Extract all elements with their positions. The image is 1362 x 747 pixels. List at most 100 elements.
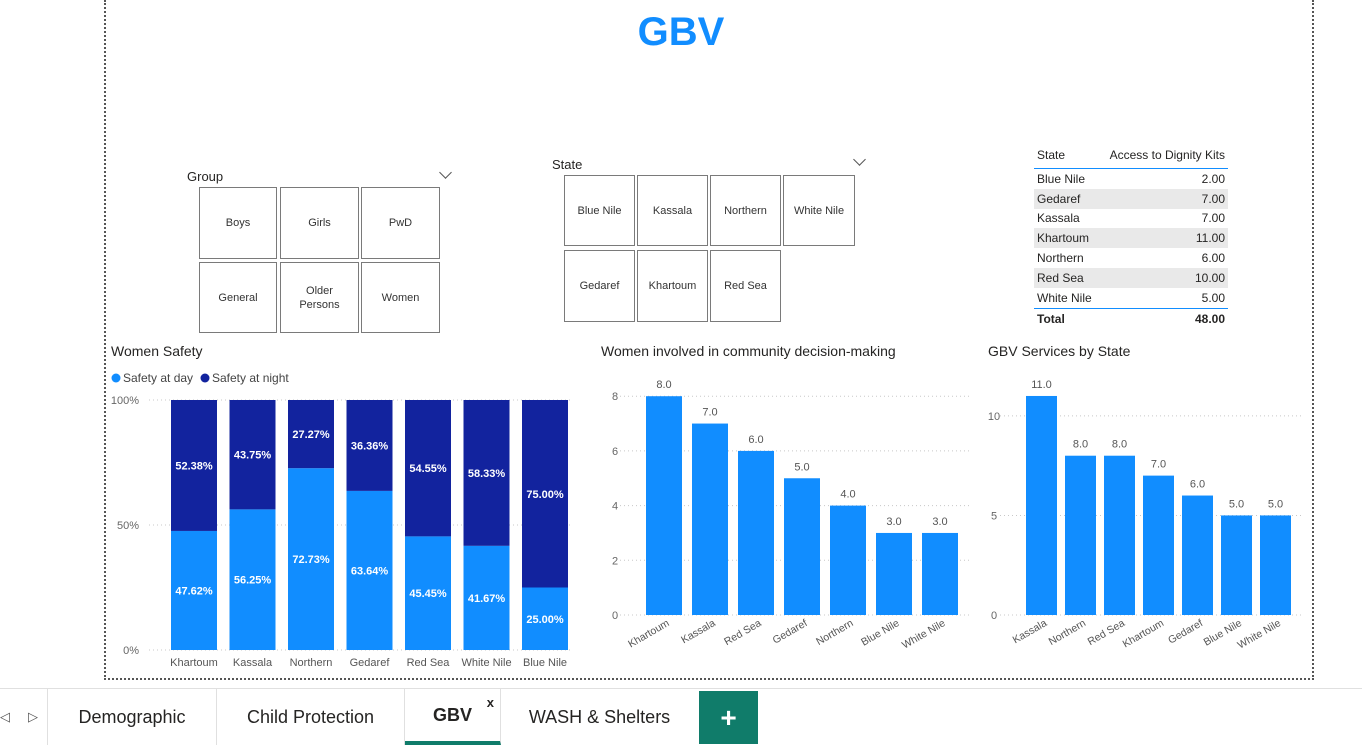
add-page-button[interactable]: +: [699, 691, 758, 744]
tab-label: Child Protection: [246, 706, 375, 727]
data-label-night: 58.33%: [468, 468, 506, 480]
dignity-kits-table: State Access to Dignity Kits Blue Nile 2.…: [1034, 142, 1228, 329]
cell-value: 10.00: [1194, 270, 1225, 285]
table-total-row: Total 48.00: [1034, 307, 1228, 329]
x-tick-label: Gedaref: [350, 657, 391, 669]
data-label-day: 72.73%: [292, 554, 330, 566]
total-value: 48.00: [1194, 311, 1225, 326]
x-tick-label: White Nile: [900, 617, 948, 651]
cell-state: Gedaref: [1037, 191, 1081, 206]
group-option-girls[interactable]: Girls: [280, 187, 359, 259]
x-tick-label: Kassala: [233, 657, 273, 669]
bar: [1182, 495, 1213, 615]
state-slicer-label: State: [552, 157, 583, 172]
x-tick-label: Kassala: [679, 617, 717, 646]
column-header-dignity-kits[interactable]: Access to Dignity Kits: [1109, 148, 1225, 162]
cell-state: White Nile: [1037, 290, 1092, 305]
data-label-night: 36.36%: [351, 440, 389, 452]
y-tick-label: 50%: [117, 520, 139, 532]
data-label: 8.0: [656, 379, 671, 391]
state-option-gedaref[interactable]: Gedaref: [564, 250, 635, 322]
x-tick-label: Blue Nile: [859, 617, 902, 648]
table-row: Northern 6.00: [1034, 248, 1228, 268]
bar-safety-night: [463, 400, 510, 546]
bar-safety-day: [171, 530, 217, 650]
group-option-women[interactable]: Women: [361, 262, 440, 333]
bar: [922, 532, 958, 615]
data-label: 4.0: [840, 489, 855, 501]
group-option-boys[interactable]: Boys: [199, 187, 277, 259]
legend-night-marker: [200, 373, 210, 383]
group-option-general[interactable]: General: [199, 262, 277, 333]
state-option-northern[interactable]: Northern: [710, 175, 781, 246]
y-tick-label: 100%: [111, 395, 139, 407]
cell-state: Khartoum: [1037, 231, 1090, 246]
y-tick-label: 8: [612, 391, 618, 403]
data-label-night: 75.00%: [526, 489, 564, 501]
group-slicer-label: Group: [187, 169, 224, 184]
data-label: 3.0: [932, 516, 947, 528]
bar-safety-day: [522, 587, 568, 650]
data-label: 3.0: [886, 516, 901, 528]
table-row: Blue Nile 2.00: [1034, 169, 1228, 189]
cell-state: Kassala: [1037, 211, 1080, 226]
column-header-state[interactable]: State: [1037, 148, 1066, 162]
y-tick-label: 5: [991, 510, 997, 522]
women-safety-chart: Safety at day Safety at night 0% 50% 100% 47.…: [111, 371, 570, 669]
data-label: 11.0: [1031, 379, 1052, 391]
bar-safety-day: [229, 509, 276, 650]
data-label-day: 45.45%: [409, 588, 447, 600]
data-label-day: 56.25%: [234, 575, 272, 587]
tab-child-protection[interactable]: Child Protection: [217, 689, 405, 745]
bar: [784, 478, 820, 615]
x-tick-label: Khartoum: [626, 617, 672, 650]
next-page-icon[interactable]: ▷: [28, 709, 38, 724]
x-tick-label: Gedaref: [1166, 617, 1205, 646]
group-option-older-persons[interactable]: Older Persons: [280, 262, 359, 333]
data-label-day: 25.00%: [526, 614, 564, 626]
state-option-red-sea[interactable]: Red Sea: [710, 250, 781, 322]
tab-label: GBV: [432, 704, 472, 725]
tab-demographic[interactable]: Demographic: [48, 689, 217, 745]
cell-value: 2.00: [1201, 171, 1225, 186]
data-label-night: 52.38%: [175, 460, 213, 472]
data-label: 6.0: [1190, 479, 1205, 491]
state-option-white-nile[interactable]: White Nile: [783, 175, 855, 246]
cell-value: 7.00: [1201, 191, 1225, 206]
bar: [1221, 515, 1252, 615]
legend-day-marker: [111, 373, 121, 383]
y-tick-label: 0: [612, 610, 618, 622]
y-tick-label: 4: [612, 501, 618, 513]
cell-value: 7.00: [1201, 211, 1225, 226]
group-option-pwd[interactable]: PwD: [361, 187, 440, 259]
prev-page-icon[interactable]: ◁: [0, 709, 10, 724]
x-tick-label: White Nile: [1236, 617, 1284, 651]
state-option-blue-nile[interactable]: Blue Nile: [564, 175, 635, 246]
bar: [876, 532, 912, 615]
tab-gbv[interactable]: GBV x: [405, 689, 501, 745]
bar-safety-night: [229, 400, 276, 510]
data-label: 7.0: [702, 407, 717, 419]
x-tick-label: White Nile: [461, 657, 511, 669]
x-tick-label: Red Sea: [407, 657, 451, 669]
close-tab-icon[interactable]: x: [486, 695, 494, 710]
y-tick-label: 2: [612, 555, 618, 567]
state-option-kassala[interactable]: Kassala: [637, 175, 708, 246]
table-row: Red Sea 10.00: [1034, 267, 1228, 288]
x-tick-label: Khartoum: [170, 657, 218, 669]
data-label-day: 41.67%: [468, 593, 506, 605]
data-label: 5.0: [1268, 498, 1283, 510]
page-tab-bar: ◁ ▷ Demographic Child Protection GBV x W…: [0, 688, 1362, 747]
tab-label: Demographic: [78, 706, 186, 727]
y-tick-label: 0: [991, 610, 997, 622]
tab-wash-shelters[interactable]: WASH & Shelters: [501, 689, 698, 745]
gbv-services-title: GBV Services by State: [988, 343, 1131, 359]
x-tick-label: Gedaref: [771, 617, 810, 646]
decision-making-title: Women involved in community decision-mak…: [601, 343, 896, 359]
state-option-khartoum[interactable]: Khartoum: [637, 250, 708, 322]
bar-safety-day: [405, 536, 451, 650]
bar: [1104, 455, 1135, 615]
data-label-day: 47.62%: [175, 585, 213, 597]
table-row: Gedaref 7.00: [1034, 188, 1228, 209]
bar: [738, 450, 774, 615]
